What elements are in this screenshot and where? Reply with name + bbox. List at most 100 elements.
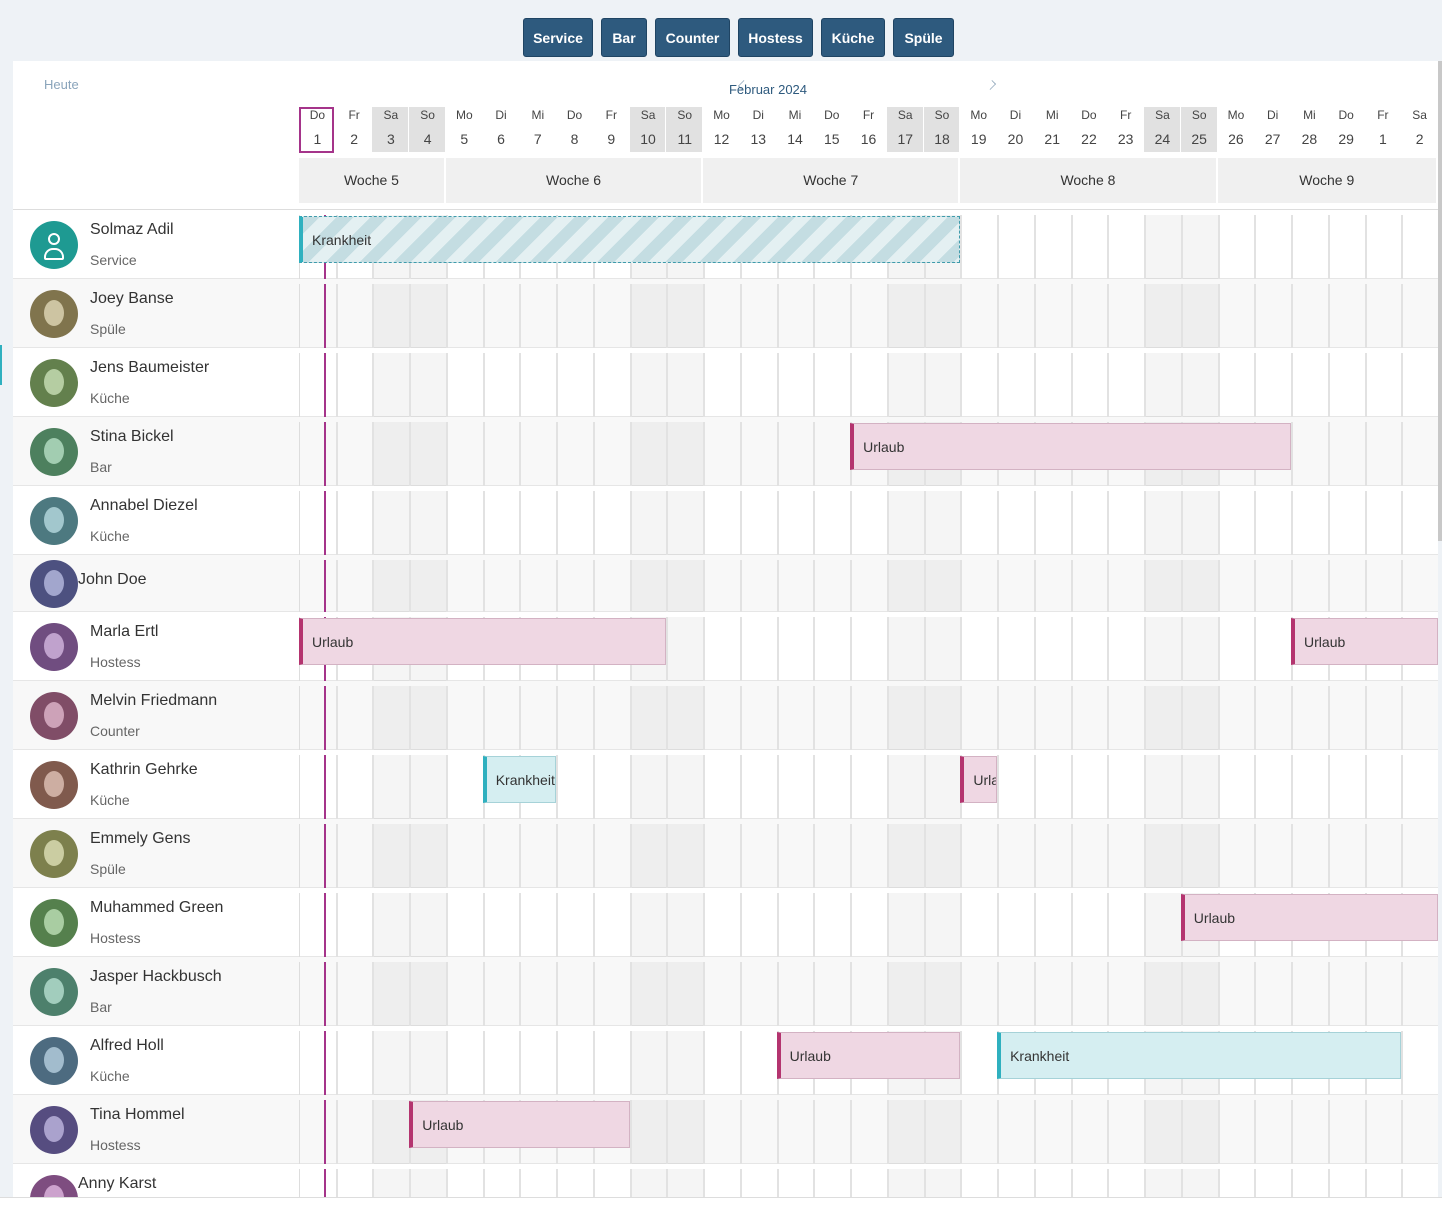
day-column [666,560,704,612]
day-column [1107,893,1144,957]
day-column [1254,1169,1291,1197]
avatar-face [44,368,64,395]
employee-role: Hostess [90,1137,141,1153]
filter-button[interactable]: Küche [821,18,885,57]
absence-event[interactable]: Urlaub [1291,618,1438,665]
filter-button[interactable]: Bar [601,18,647,57]
filter-button[interactable]: Counter [655,18,730,57]
employee-role: Küche [90,390,130,406]
avatar [30,1174,78,1197]
weekday-label: Fr [605,108,617,122]
day-column [409,1031,446,1095]
weekday-label: Do [309,108,326,122]
day-column [960,1031,997,1095]
day-column [850,560,887,612]
day-column [629,491,667,555]
day-column [960,962,997,1026]
weekday-label: Di [752,108,764,122]
day-column [1291,353,1328,417]
day-column [335,491,373,555]
day-column [776,617,814,681]
day-column [1291,962,1328,1026]
day-column [703,353,740,417]
absence-event[interactable]: Urlaub [960,756,998,803]
day-column [776,1169,814,1197]
day-column [445,962,483,1026]
employee-row: Jens Baumeister Küche [13,348,1438,417]
day-number: 8 [570,131,579,147]
day-column [960,617,997,681]
employee-name: Tina Hommel [90,1106,185,1123]
day-number: 3 [386,131,395,147]
day-column [445,686,483,750]
day-column [556,284,593,348]
absence-event[interactable]: Urlaub [299,618,667,665]
day-column [886,824,924,888]
day-column [813,893,850,957]
weekday-label: Mo [713,108,730,122]
day-column [886,893,924,957]
filter-button[interactable]: Hostess [738,18,813,57]
day-column [372,893,410,957]
day-column [372,962,410,1026]
day-column [335,284,373,348]
absence-event[interactable]: Urlaub [409,1101,630,1148]
employee-row: Annabel Diezel Küche [13,486,1438,555]
day-column [482,284,520,348]
day-column [1180,215,1218,279]
day-column [592,1031,630,1095]
avatar [30,898,78,947]
absence-event[interactable]: Krankheit [299,216,961,263]
weekday-label: Fr [862,108,875,122]
day-column [1364,353,1402,417]
week-cell: Woche 5 [299,158,444,203]
day-column [1070,962,1108,1026]
day-column [1217,491,1255,555]
day-column [1144,560,1181,612]
day-column [1364,1169,1402,1197]
filter-button[interactable]: Spüle [893,18,954,57]
next-month[interactable] [986,80,996,90]
day-column [409,353,446,417]
absence-event[interactable]: Urlaub [1180,894,1438,941]
day-column [482,1169,520,1197]
day-column [482,353,520,417]
day-column [850,824,887,888]
day-column [629,1031,667,1095]
day-number: 2 [1415,131,1424,147]
day-number: 1 [1378,131,1387,147]
day-column [1107,962,1144,1026]
day-column [519,962,556,1026]
week-cell: Woche 6 [445,158,702,203]
filter-button[interactable]: Service [523,18,593,57]
day-column [372,1169,410,1197]
absence-event[interactable]: Krankheit [997,1032,1402,1079]
employee-row: Anny Karst [13,1164,1438,1197]
side-marker [0,345,2,385]
day-column [1107,284,1144,348]
day-cell [299,107,336,152]
employee-role: Bar [90,999,112,1015]
weekday-label: Mi [1045,108,1059,122]
day-column [592,686,630,750]
today-button[interactable]: Heute [44,77,79,92]
day-column [409,560,446,612]
employee-row: Stina Bickel Bar Urlaub [13,417,1438,486]
avatar-face [44,506,64,533]
day-column [997,824,1034,888]
day-column [813,560,850,612]
weekday-label: So [420,108,435,122]
absence-event[interactable]: Urlaub [776,1032,961,1079]
avatar [30,691,78,740]
day-column [1254,1100,1291,1164]
today-line [324,824,326,888]
day-column [703,560,740,612]
employee-role: Bar [90,459,112,475]
day-column [997,1100,1034,1164]
absence-event[interactable]: Urlaub [850,423,1292,470]
day-column [1107,560,1144,612]
absence-event[interactable]: Krankheit [482,756,557,803]
month-label: Februar 2024 [728,82,808,97]
day-column [886,560,924,612]
day-column [703,617,740,681]
